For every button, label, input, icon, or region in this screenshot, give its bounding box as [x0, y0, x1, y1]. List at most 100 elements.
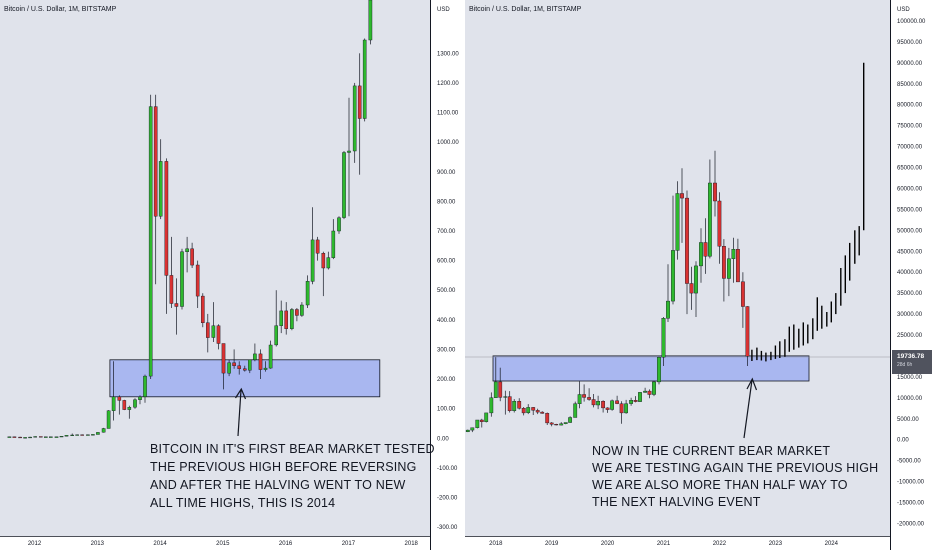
candle-body: [258, 353, 263, 370]
candle: [666, 264, 670, 322]
left-y-tick-5: 800.00: [437, 199, 456, 205]
candle: [284, 302, 289, 335]
candle-body: [615, 400, 620, 404]
right-plot-area[interactable]: [465, 0, 890, 536]
candle-body: [268, 344, 273, 369]
left-annotation-line-3: AND AFTER THE HALVING WENT TO NEW: [150, 478, 405, 492]
candle-body: [279, 310, 284, 326]
candle-body: [300, 304, 304, 316]
candle: [559, 422, 564, 426]
candle: [507, 391, 512, 413]
candle-body: [731, 248, 736, 259]
candle: [347, 97, 351, 217]
left-y-tick-3: 1000.00: [437, 140, 459, 146]
right-currency-label: USD: [897, 7, 910, 13]
left-annotation-line-1: BITCOIN IN IT'S FIRST BEAR MARKET TESTED: [150, 442, 435, 456]
candle-body: [741, 281, 745, 307]
candle-body: [503, 396, 508, 398]
candle: [610, 399, 615, 411]
candle: [587, 388, 592, 401]
candle: [169, 236, 174, 308]
left-y-tick-14: -100.00: [437, 466, 458, 472]
left-y-tick-13: 0.00: [437, 436, 449, 442]
candle-body: [685, 197, 689, 284]
candle: [535, 408, 540, 415]
candle: [12, 436, 17, 438]
left-x-tick-5: 2017: [342, 541, 356, 547]
left-price-scale[interactable]: 1300.00 1200.00 1100.00 1000.00 900.00 800.00…: [437, 51, 459, 531]
candle-body: [237, 365, 242, 369]
left-x-tick-0: 2012: [28, 541, 42, 547]
candle-body: [158, 161, 163, 217]
candle-body: [39, 436, 43, 438]
candle: [470, 427, 475, 433]
candle-body: [699, 242, 703, 267]
candle-body: [540, 411, 545, 414]
candle-body: [531, 407, 536, 411]
candle: [545, 412, 550, 425]
right-y-tick-4: 80000.00: [897, 103, 923, 109]
candle-body: [342, 152, 346, 218]
current-price-label-bg: [892, 350, 932, 374]
candle-body: [143, 375, 147, 398]
candle-body: [545, 413, 550, 424]
right-y-tick-2: 90000.00: [897, 61, 923, 67]
candle-body: [274, 325, 279, 346]
candle-body: [577, 394, 582, 404]
candle-body: [305, 281, 310, 306]
candle-body: [619, 403, 624, 414]
candle-body: [138, 396, 142, 400]
candle: [647, 389, 652, 399]
candle: [75, 434, 79, 436]
candle-body: [554, 424, 559, 426]
candle-body: [708, 182, 712, 257]
candle-body: [117, 396, 122, 401]
left-chart-title: Bitcoin / U.S. Dollar, 1M, BITSTAMP: [4, 6, 117, 13]
right-y-tick-18: 10000.00: [897, 396, 923, 402]
left-x-tick-2: 2014: [153, 541, 167, 547]
panel-divider[interactable]: [462, 0, 465, 550]
candle: [274, 290, 279, 347]
candle-body: [185, 248, 189, 253]
candle: [70, 433, 74, 437]
right-y-tick-8: 60000.00: [897, 186, 923, 192]
candle: [362, 38, 367, 122]
candle: [727, 247, 731, 297]
candle: [127, 405, 132, 419]
candle: [96, 432, 100, 435]
candle: [703, 218, 708, 274]
candle-body: [321, 252, 326, 269]
right-chart-title: Bitcoin / U.S. Dollar, 1M, BITSTAMP: [469, 6, 582, 13]
candle: [521, 407, 526, 416]
candle: [619, 401, 624, 424]
candle: [342, 151, 346, 220]
candle: [153, 94, 158, 285]
candle: [18, 436, 22, 439]
candle: [211, 302, 216, 342]
right-arrow: [743, 377, 758, 439]
candle: [731, 237, 736, 283]
left-time-scale[interactable]: 2012 2013 2014 2015 2016 2017 2018: [28, 541, 419, 547]
candle: [629, 397, 634, 406]
candle: [633, 396, 638, 403]
candle: [268, 340, 273, 369]
candle-body: [643, 390, 648, 393]
right-time-scale[interactable]: 2018 2019 2020 2021 2022 2023 2024: [489, 541, 839, 547]
candle: [86, 434, 90, 436]
candle: [503, 390, 508, 415]
right-y-tick-13: 35000.00: [897, 291, 923, 297]
candle: [310, 207, 315, 285]
current-price-countdown: 28d 6h: [897, 362, 913, 368]
candle-body: [671, 250, 675, 302]
candle: [200, 293, 205, 328]
candle-body: [7, 436, 12, 438]
candle-body: [591, 399, 596, 406]
candle: [237, 361, 242, 375]
candle-body: [563, 422, 568, 424]
candle: [54, 436, 59, 438]
candle: [741, 272, 745, 328]
candle-body: [587, 397, 592, 400]
candle-body: [717, 200, 722, 247]
candle: [111, 361, 116, 421]
